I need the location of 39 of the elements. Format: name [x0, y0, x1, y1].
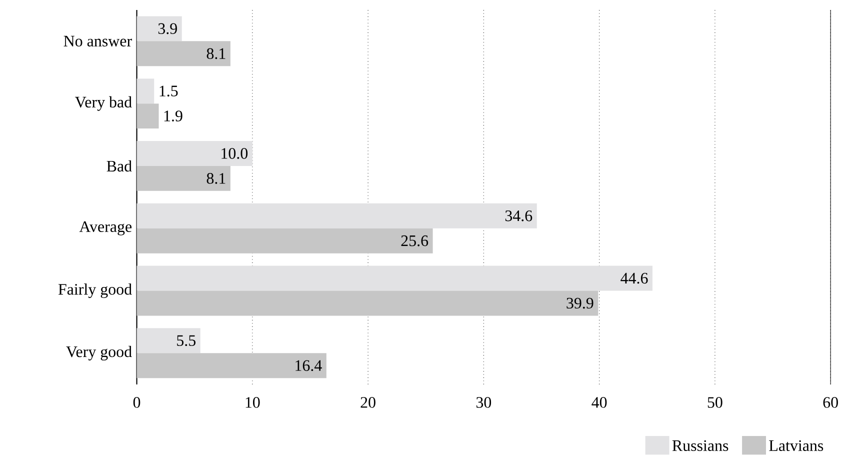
bar: [136, 166, 230, 191]
data-label: 1.5: [160, 86, 178, 96]
data-label: 25.6: [401, 235, 428, 246]
data-label: 34.6: [505, 210, 532, 222]
bar: [136, 103, 159, 128]
bar: [136, 203, 537, 228]
legend-label: Russians: [672, 440, 728, 451]
data-label: 44.6: [620, 272, 648, 284]
data-label: 3.9: [158, 23, 177, 34]
y-tick-label: Very bad: [75, 96, 132, 111]
bar: [136, 266, 653, 291]
bar: [136, 290, 598, 316]
bar: [136, 353, 326, 378]
x-tick-label: 20: [360, 396, 376, 408]
x-tick-label: 30: [476, 396, 492, 408]
bar: [136, 140, 252, 166]
data-label: 1.9: [164, 110, 182, 122]
data-label: 39.9: [566, 298, 594, 309]
data-label: 16.4: [296, 360, 322, 371]
data-label: 10.0: [222, 148, 248, 159]
y-tick-label: Fairly good: [58, 283, 132, 298]
bar: [136, 328, 200, 354]
bar: [136, 41, 230, 66]
x-tick-label: 40: [592, 396, 607, 408]
bar: [136, 16, 182, 42]
x-tick-label: 60: [823, 396, 838, 408]
data-label: 5.5: [177, 335, 196, 346]
y-tick-label: Bad: [106, 160, 132, 172]
legend-label: Latvians: [769, 440, 824, 451]
x-tick-label: 50: [708, 396, 722, 408]
y-tick-label: Very good: [66, 346, 132, 360]
bar: [136, 228, 433, 254]
data-label: 8.1: [206, 172, 226, 184]
x-tick-label: 0: [133, 396, 140, 408]
data-label: 8.1: [206, 48, 226, 59]
x-tick-label: 10: [246, 396, 260, 408]
y-tick-label: Average: [79, 221, 132, 236]
y-tick-label: No answer: [64, 36, 132, 46]
bar: [136, 78, 154, 104]
